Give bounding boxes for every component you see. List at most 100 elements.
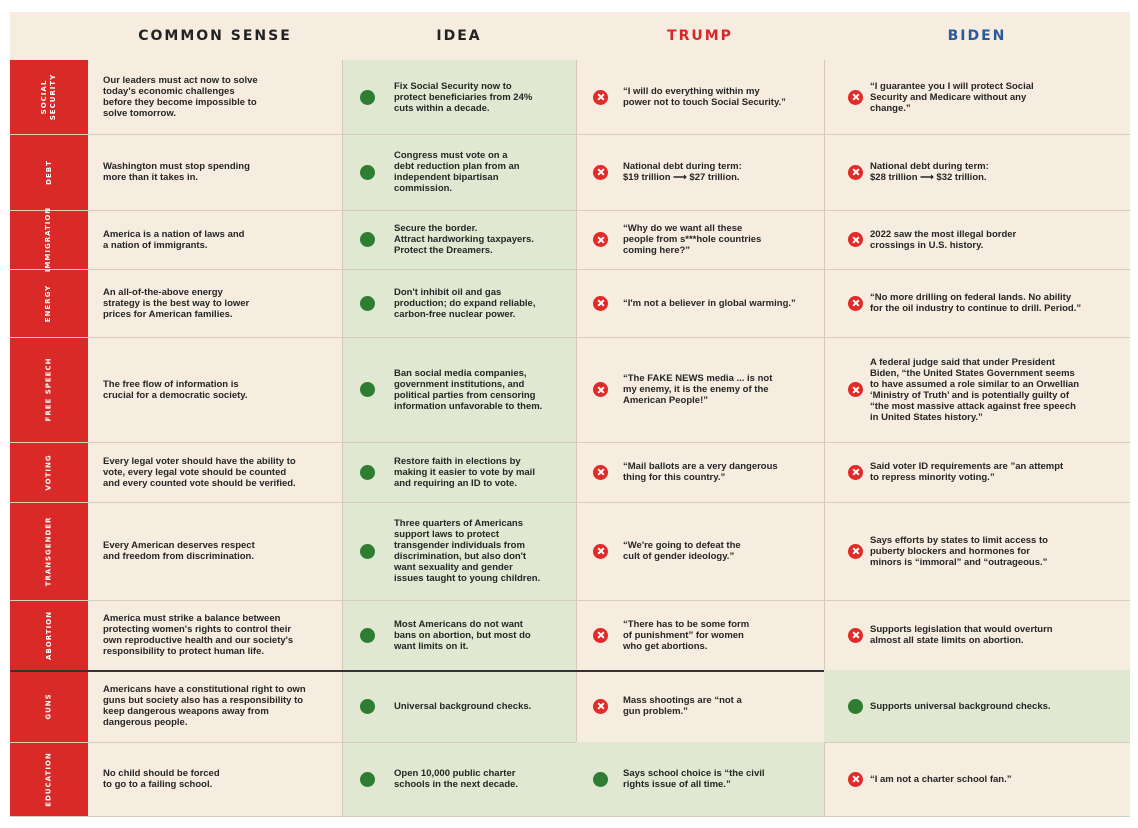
trump-text: “I'm not a believer in global warming.”: [623, 297, 796, 309]
check-circle-icon: [593, 771, 608, 787]
topic-text: VOTING: [44, 453, 53, 491]
idea-cell: Universal background checks.: [342, 670, 576, 742]
common-sense-cell: No child should be forced to go to a fai…: [103, 768, 220, 790]
biden-text: “I guarantee you I will protect Social S…: [870, 80, 1034, 114]
check-circle-icon: [360, 464, 375, 480]
x-circle-icon: [848, 464, 863, 480]
table-row: DEBT Washington must stop spending more t…: [10, 134, 1130, 211]
trump-text: “The FAKE NEWS media ... is not my enemy…: [623, 373, 773, 406]
idea-text: Most Americans do not want bans on abort…: [394, 618, 531, 652]
biden-text: Supports legislation that would overturn…: [870, 624, 1053, 646]
check-circle-icon: [360, 89, 375, 105]
check-circle-icon: [360, 771, 375, 787]
check-circle-icon: [360, 295, 375, 311]
trump-cell: “There has to be some form of punishment…: [576, 600, 824, 670]
x-circle-icon: [593, 89, 608, 105]
topic-label: SOCIAL SECURITY: [10, 60, 88, 134]
trump-cell: “I'm not a believer in global warming.”: [576, 269, 824, 337]
table-row: SOCIAL SECURITY Our leaders must act now …: [10, 60, 1130, 135]
biden-cell: “No more drilling on federal lands. No a…: [824, 269, 1130, 337]
check-circle-icon: [360, 232, 375, 247]
topic-text: SOCIAL SECURITY: [39, 73, 57, 121]
x-circle-icon: [848, 627, 863, 643]
check-circle-icon: [360, 543, 375, 559]
topic-column-bar: [10, 60, 88, 816]
topic-label: DEBT: [10, 134, 88, 210]
idea-cell: Three quarters of Americans support laws…: [342, 502, 576, 600]
topic-label: TRANSGENDER: [10, 502, 88, 600]
topic-label: GUNS: [10, 670, 88, 742]
trump-text: “I will do everything within my power no…: [623, 86, 786, 108]
idea-text: Three quarters of Americans support laws…: [394, 518, 541, 584]
x-circle-icon: [593, 232, 608, 247]
biden-text: “I am not a charter school fan.”: [870, 773, 1012, 785]
biden-cell: “I guarantee you I will protect Social S…: [824, 60, 1130, 134]
x-circle-icon: [848, 543, 863, 559]
biden-cell: A federal judge said that under Presiden…: [824, 337, 1130, 442]
idea-text: Secure the border. Attract hardworking t…: [394, 223, 534, 256]
check-circle-icon: [360, 164, 375, 180]
idea-column-background: [342, 60, 576, 816]
common-sense-cell: Every legal voter should have the abilit…: [103, 455, 296, 489]
idea-text: Restore faith in elections by making it …: [394, 455, 535, 489]
x-circle-icon: [848, 771, 863, 787]
table-row: ABORTION America must strike a balance be…: [10, 600, 1130, 672]
biden-text: Supports universal background checks.: [870, 700, 1051, 712]
biden-cell: “I am not a charter school fan.”: [824, 742, 1130, 816]
idea-cell: Most Americans do not want bans on abort…: [342, 600, 576, 670]
idea-text: Fix Social Security now to protect benef…: [394, 80, 533, 114]
check-circle-icon: [360, 382, 375, 397]
topic-text: ENERGY: [44, 284, 53, 322]
x-circle-icon: [593, 464, 608, 480]
idea-cell: Ban social media companies, government i…: [342, 337, 576, 442]
table-row: ENERGY An all-of-the-above energy strateg…: [10, 269, 1130, 338]
common-sense-cell: Every American deserves respect and free…: [103, 540, 255, 562]
idea-cell: Don't inhibit oil and gas production; do…: [342, 269, 576, 337]
idea-text: Ban social media companies, government i…: [394, 367, 543, 412]
topic-text: TRANSGENDER: [44, 516, 53, 586]
trump-cell: “We're going to defeat the cult of gende…: [576, 502, 824, 600]
common-sense-cell: America must strike a balance between pr…: [103, 613, 294, 657]
header-biden: BIDEN: [947, 28, 1007, 44]
biden-text: Said voter ID requirements are ”an attem…: [870, 461, 1064, 483]
topic-label: IMMIGRATION: [10, 207, 88, 272]
topic-label: VOTING: [10, 442, 88, 502]
table-row: IMMIGRATION America is a nation of laws a…: [10, 207, 1130, 272]
biden-cell: Said voter ID requirements are ”an attem…: [824, 442, 1130, 502]
trump-text: National debt during term: $19 trillion …: [623, 161, 742, 183]
idea-text: Don't inhibit oil and gas production; do…: [394, 286, 536, 320]
trump-cell: Says school choice is “the civil rights …: [576, 742, 824, 816]
trump-cell: Mass shootings are “not a gun problem.”: [576, 670, 824, 742]
column-divider: [342, 60, 343, 816]
x-circle-icon: [593, 164, 608, 180]
idea-text: Congress must vote on a debt reduction p…: [394, 150, 520, 194]
header-idea: IDEA: [436, 28, 482, 44]
trump-cell: “The FAKE NEWS media ... is not my enemy…: [576, 337, 824, 442]
common-sense-cell: The free flow of information is crucial …: [103, 378, 248, 401]
x-circle-icon: [848, 382, 863, 397]
biden-text: A federal judge said that under Presiden…: [870, 356, 1080, 423]
trump-text: Mass shootings are “not a gun problem.”: [623, 695, 742, 717]
x-circle-icon: [848, 89, 863, 105]
topic-text: ABORTION: [44, 610, 53, 660]
idea-text: Open 10,000 public charter schools in th…: [394, 768, 519, 790]
header-common-sense: COMMON SENSE: [138, 28, 292, 44]
x-circle-icon: [848, 232, 863, 247]
check-circle-icon: [360, 698, 375, 714]
table-row: VOTING Every legal voter should have the …: [10, 442, 1130, 503]
trump-cell: “Mail ballots are a very dangerous thing…: [576, 442, 824, 502]
biden-text: 2022 saw the most illegal border crossin…: [870, 228, 1017, 251]
trump-text: Says school choice is “the civil rights …: [623, 768, 765, 790]
trump-cell: “Why do we want all these people from s*…: [576, 210, 824, 269]
idea-cell: Secure the border. Attract hardworking t…: [342, 210, 576, 269]
topic-text: EDUCATION: [44, 751, 53, 807]
trump-text: “There has to be some form of punishment…: [623, 618, 750, 652]
common-sense-cell: Washington must stop spending more than …: [103, 161, 250, 183]
topic-text: DEBT: [44, 159, 53, 185]
common-sense-cell: An all-of-the-above energy strategy is t…: [103, 286, 250, 320]
trump-text: “We're going to defeat the cult of gende…: [623, 540, 741, 562]
topic-label: ENERGY: [10, 269, 88, 337]
table-row: EDUCATION No child should be forced to go…: [10, 742, 1130, 817]
topic-label: FREE SPEECH: [10, 337, 88, 442]
trump-cell: National debt during term: $19 trillion …: [576, 134, 824, 210]
